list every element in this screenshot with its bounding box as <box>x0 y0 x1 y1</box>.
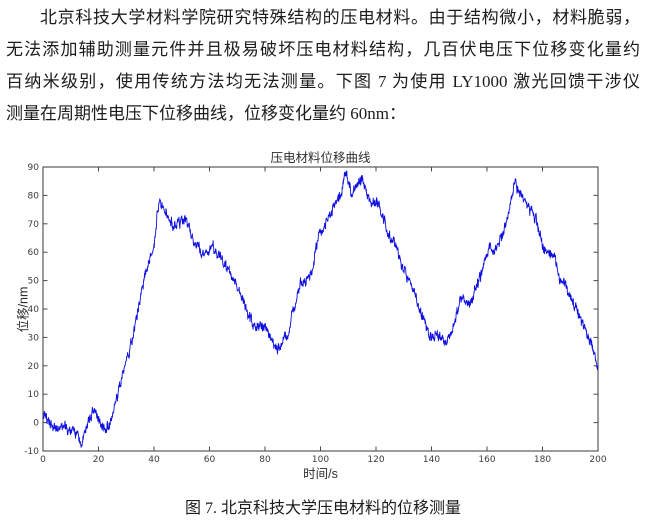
displacement-curve <box>43 170 598 448</box>
x-tick-label: 140 <box>423 455 440 465</box>
x-tick-label: 200 <box>589 455 606 465</box>
x-tick-label: 120 <box>367 455 384 465</box>
y-tick-label: 0 <box>33 419 39 429</box>
plot-box <box>42 166 599 452</box>
x-axis-label: 时间/s <box>303 467 338 481</box>
chart-title: 压电材料位移曲线 <box>270 151 371 165</box>
figure-caption: 图 7. 北京科技大学压电材料的位移测量 <box>184 500 461 517</box>
y-axis-label: 位移/nm <box>16 286 31 333</box>
body-paragraph: 北京科技大学材料学院研究特殊结构的压电材料。由于结构微小，材料脆弱， 无法添加辅… <box>6 2 640 130</box>
y-tick-label: 80 <box>28 191 40 201</box>
x-tick-label: 60 <box>204 455 216 465</box>
x-tick-label: 20 <box>93 455 105 465</box>
paragraph-line: 无法添加辅助测量元件并且极易破坏压电材料结构，几百伏电压下位移变化量约 <box>6 40 640 59</box>
x-tick-label: 180 <box>534 455 551 465</box>
x-tick-label: 80 <box>259 455 271 465</box>
paragraph-line: 百纳米级别，使用传统方法均无法测量。下图 7 为使用 LY1000 激光回馈干涉… <box>6 72 640 91</box>
y-tick-label: 30 <box>28 333 40 343</box>
paragraph-line: 测量在周期性电压下位移曲线，位移变化量约 60nm： <box>6 104 406 123</box>
y-tick-label: 60 <box>28 248 40 258</box>
y-tick-label: 70 <box>28 220 40 230</box>
x-tick-label: 160 <box>478 455 495 465</box>
y-tick-label: 10 <box>28 390 40 400</box>
y-tick-label: 50 <box>28 277 40 287</box>
x-tick-label: 100 <box>312 455 329 465</box>
y-tick-label: 40 <box>28 305 40 315</box>
paragraph-line: 北京科技大学材料学院研究特殊结构的压电材料。由于结构微小，材料脆弱， <box>40 8 640 27</box>
y-tick-label: 90 <box>28 163 40 173</box>
x-tick-label: 0 <box>40 455 46 465</box>
x-tick-label: 40 <box>148 455 160 465</box>
y-tick-label: -10 <box>24 447 39 457</box>
y-tick-label: 20 <box>28 362 40 372</box>
